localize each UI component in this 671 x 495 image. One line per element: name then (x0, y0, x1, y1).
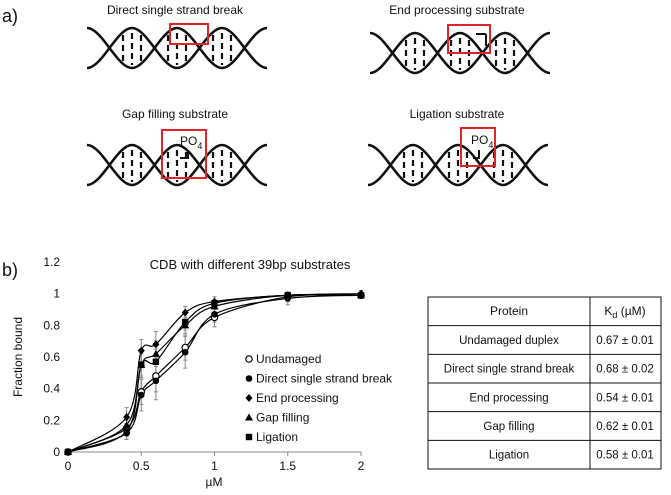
panel-label: b) (2, 260, 18, 280)
x-tick-label: 1 (211, 459, 218, 473)
y-tick-label: 1.2 (43, 255, 60, 269)
table-cell: 0.58 ± 0.01 (596, 450, 653, 462)
marker (245, 433, 253, 441)
marker (357, 292, 365, 299)
marker (181, 308, 189, 317)
table-cell: Undamaged duplex (459, 335, 559, 347)
table-header: Protein (490, 304, 528, 318)
marker (137, 391, 145, 399)
marker (245, 375, 253, 382)
x-axis-label: µM (206, 475, 223, 489)
annotation: PO4 (180, 134, 202, 151)
marker (64, 448, 72, 456)
marker (284, 292, 291, 299)
y-tick-label: 0.8 (43, 318, 60, 332)
marker (182, 318, 189, 326)
y-tick-label: 1 (53, 287, 60, 301)
marker (181, 348, 189, 356)
table-cell: Gap filling (483, 421, 534, 433)
x-tick-label: 1.5 (279, 459, 296, 473)
marker (137, 346, 145, 355)
marker (122, 421, 131, 429)
table-cell: 0.54 ± 0.01 (596, 392, 653, 404)
x-tick-label: 0.5 (133, 459, 150, 473)
diagram-title: Gap filling substrate (122, 107, 228, 121)
table-cell: Direct single strand break (444, 364, 575, 376)
x-tick-label: 2 (358, 459, 365, 473)
table-cell: 0.68 ± 0.02 (596, 364, 653, 376)
marker (152, 340, 160, 349)
marker (138, 361, 145, 369)
table-cell: 0.67 ± 0.01 (596, 335, 653, 347)
table-cell: 0.62 ± 0.01 (596, 421, 653, 433)
diagram: Ligation substrate PO4 (366, 107, 550, 187)
marker (151, 349, 160, 357)
legend-label: Gap filling (256, 411, 309, 425)
marker (152, 358, 160, 365)
marker (123, 413, 131, 422)
annotation: PO4 (471, 133, 493, 150)
legend-label: Undamaged (256, 352, 321, 366)
legend-label: Ligation (256, 430, 298, 444)
y-axis-label: Fraction bound (11, 317, 25, 397)
y-tick-label: 0 (53, 445, 60, 459)
table-cell: Ligation (489, 450, 529, 462)
diagram: Gap filling substrate PO4 (85, 107, 269, 187)
diagram-title: Direct single strand break (107, 3, 244, 17)
diagram-title: Ligation substrate (410, 107, 505, 121)
legend-label: End processing (256, 391, 339, 405)
marker (152, 377, 160, 385)
diagram: End processing substrate (368, 3, 552, 75)
diagram-title: End processing substrate (389, 3, 525, 17)
table-header: Kd (µM) (604, 304, 645, 320)
marker (245, 413, 253, 421)
marker (245, 394, 253, 402)
marker (245, 355, 253, 363)
marker (211, 310, 218, 318)
chart-title: CDB with different 39bp substrates (150, 257, 351, 272)
y-tick-label: 0.6 (43, 350, 60, 364)
marker (123, 428, 130, 435)
marker (211, 299, 218, 307)
chart: CDB with different 39bp substrates µM Fr… (11, 255, 393, 489)
table: Protein Kd (µM) Undamaged duplex 0.67 ± 0… (427, 296, 662, 470)
x-tick-label: 0 (65, 459, 72, 473)
legend-label: Direct single strand break (256, 372, 393, 386)
table-cell: End processing (469, 392, 548, 404)
y-tick-label: 0.2 (43, 413, 60, 427)
diagram: Direct single strand break (85, 3, 269, 70)
panel-label: a) (2, 6, 18, 26)
y-tick-label: 0.4 (43, 382, 60, 396)
